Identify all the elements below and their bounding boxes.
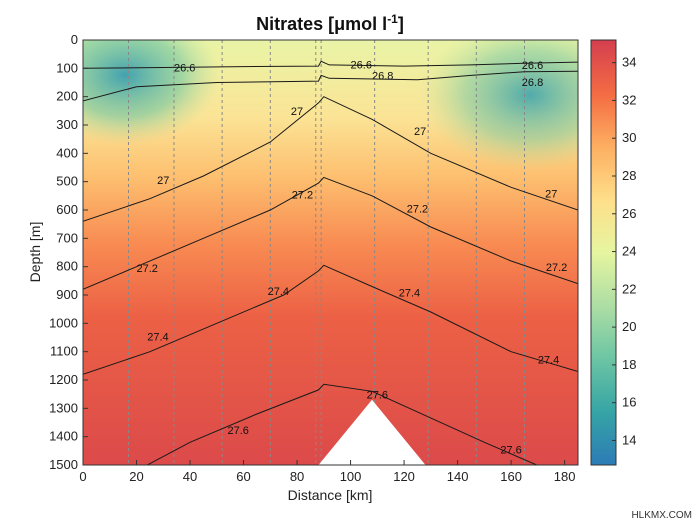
y-tick-label: 800 bbox=[56, 259, 78, 274]
colorbar: 14 16 18 20 22 24 26 28 30 32 34 bbox=[590, 39, 636, 466]
contour-label: 26.8 bbox=[372, 71, 393, 83]
colorbar-tick-label: 26 bbox=[622, 206, 636, 221]
contour-label: 27 bbox=[414, 126, 426, 138]
x-tick-label: 100 bbox=[340, 469, 362, 484]
contour-label: 27.4 bbox=[399, 287, 420, 299]
x-tick-label: 140 bbox=[447, 469, 469, 484]
colorbar-tick-label: 20 bbox=[622, 319, 636, 334]
contour-line bbox=[83, 60, 578, 69]
y-tick-label: 700 bbox=[56, 230, 78, 245]
y-tick-label: 1400 bbox=[49, 429, 78, 444]
contour-line bbox=[146, 383, 539, 465]
x-tick-label: 160 bbox=[500, 469, 522, 484]
contour-label: 26.6 bbox=[522, 60, 543, 72]
low-nitrate-patch-right bbox=[420, 40, 578, 170]
y-tick-label: 200 bbox=[56, 89, 78, 104]
low-nitrate-patch-left bbox=[83, 40, 220, 145]
y-tick-label: 300 bbox=[56, 117, 78, 132]
y-tick-label: 1100 bbox=[50, 344, 78, 359]
y-tick-label: 1500 bbox=[49, 457, 78, 472]
x-tick-label: 20 bbox=[129, 469, 143, 484]
x-tick-label: 180 bbox=[554, 469, 576, 484]
y-tick-label: 400 bbox=[56, 145, 78, 160]
contour-label: 26.8 bbox=[522, 77, 543, 89]
density-contours bbox=[83, 60, 578, 465]
colorbar-tick-label: 24 bbox=[622, 244, 636, 259]
colorbar-tick-label: 28 bbox=[622, 168, 636, 183]
watermark: HLKMX.COM bbox=[631, 510, 692, 521]
colorbar-tick-label: 14 bbox=[622, 432, 636, 447]
contour-labels: 26.6 26.6 26.626.826.82727272727.227.227.2… bbox=[137, 59, 568, 456]
contour-label: 27 bbox=[545, 188, 557, 200]
y-tick-label: 1000 bbox=[49, 315, 78, 330]
x-axis: 0 20 40 60 80 100 120 140 160 180 bbox=[79, 460, 575, 484]
x-axis-label: Distance [km] bbox=[288, 487, 373, 503]
colorbar-tick-label: 18 bbox=[622, 357, 636, 372]
station-lines bbox=[127, 40, 525, 465]
contour-label: 27.4 bbox=[538, 355, 559, 367]
contour-line bbox=[83, 176, 578, 290]
colorbar-ticks: 14 16 18 20 22 24 26 28 30 32 34 bbox=[612, 55, 636, 447]
y-tick-label: 1300 bbox=[49, 400, 78, 415]
contour-label: 27.4 bbox=[268, 286, 289, 298]
plot-area: 26.6 26.6 26.626.826.82727272727.227.227.2… bbox=[83, 40, 578, 465]
colorbar-tick-label: 34 bbox=[622, 55, 636, 70]
contour-label: 27.2 bbox=[546, 262, 567, 274]
contour-line bbox=[83, 96, 578, 222]
contour-line bbox=[83, 264, 578, 375]
colorbar-tick-label: 16 bbox=[622, 395, 636, 410]
contour-label: 26.6 bbox=[174, 63, 195, 75]
x-tick-label: 80 bbox=[290, 469, 304, 484]
y-axis: 0 100 200 300 400 500 600 700 800 900 1000 1100 1200… bbox=[49, 32, 88, 472]
plot-frame bbox=[82, 39, 579, 466]
y-tick-label: 1200 bbox=[49, 372, 78, 387]
contour-label: 26.6 bbox=[351, 59, 372, 71]
colorbar-gradient bbox=[590, 39, 617, 466]
colorbar-tick-label: 32 bbox=[622, 92, 636, 107]
contour-line bbox=[83, 70, 578, 102]
contour-label: 27.2 bbox=[292, 190, 313, 202]
contour-label: 27.6 bbox=[367, 389, 388, 401]
y-tick-label: 600 bbox=[56, 202, 78, 217]
y-tick-label: 100 bbox=[56, 60, 78, 75]
y-tick-label: 0 bbox=[71, 32, 78, 47]
contour-label: 27 bbox=[157, 175, 169, 187]
x-tick-label: 60 bbox=[236, 469, 250, 484]
x-tick-label: 120 bbox=[393, 469, 415, 484]
contour-label: 27.2 bbox=[137, 263, 158, 275]
y-axis-label: Depth [m] bbox=[27, 222, 43, 283]
colorbar-tick-label: 30 bbox=[622, 130, 636, 145]
contour-label: 27.6 bbox=[227, 425, 248, 437]
y-tick-label: 500 bbox=[56, 174, 78, 189]
y-tick-label: 900 bbox=[56, 287, 78, 302]
contour-label: 27.4 bbox=[147, 331, 168, 343]
contour-label: 27 bbox=[291, 106, 303, 118]
seafloor-mask bbox=[318, 399, 426, 465]
contour-label: 27.6 bbox=[500, 445, 521, 457]
chart-title: Nitrates [μmol l-1] bbox=[256, 12, 404, 34]
colorbar-tick-label: 22 bbox=[622, 281, 636, 296]
contour-label: 27.2 bbox=[407, 203, 428, 215]
x-tick-label: 40 bbox=[183, 469, 197, 484]
x-tick-label: 0 bbox=[79, 469, 86, 484]
